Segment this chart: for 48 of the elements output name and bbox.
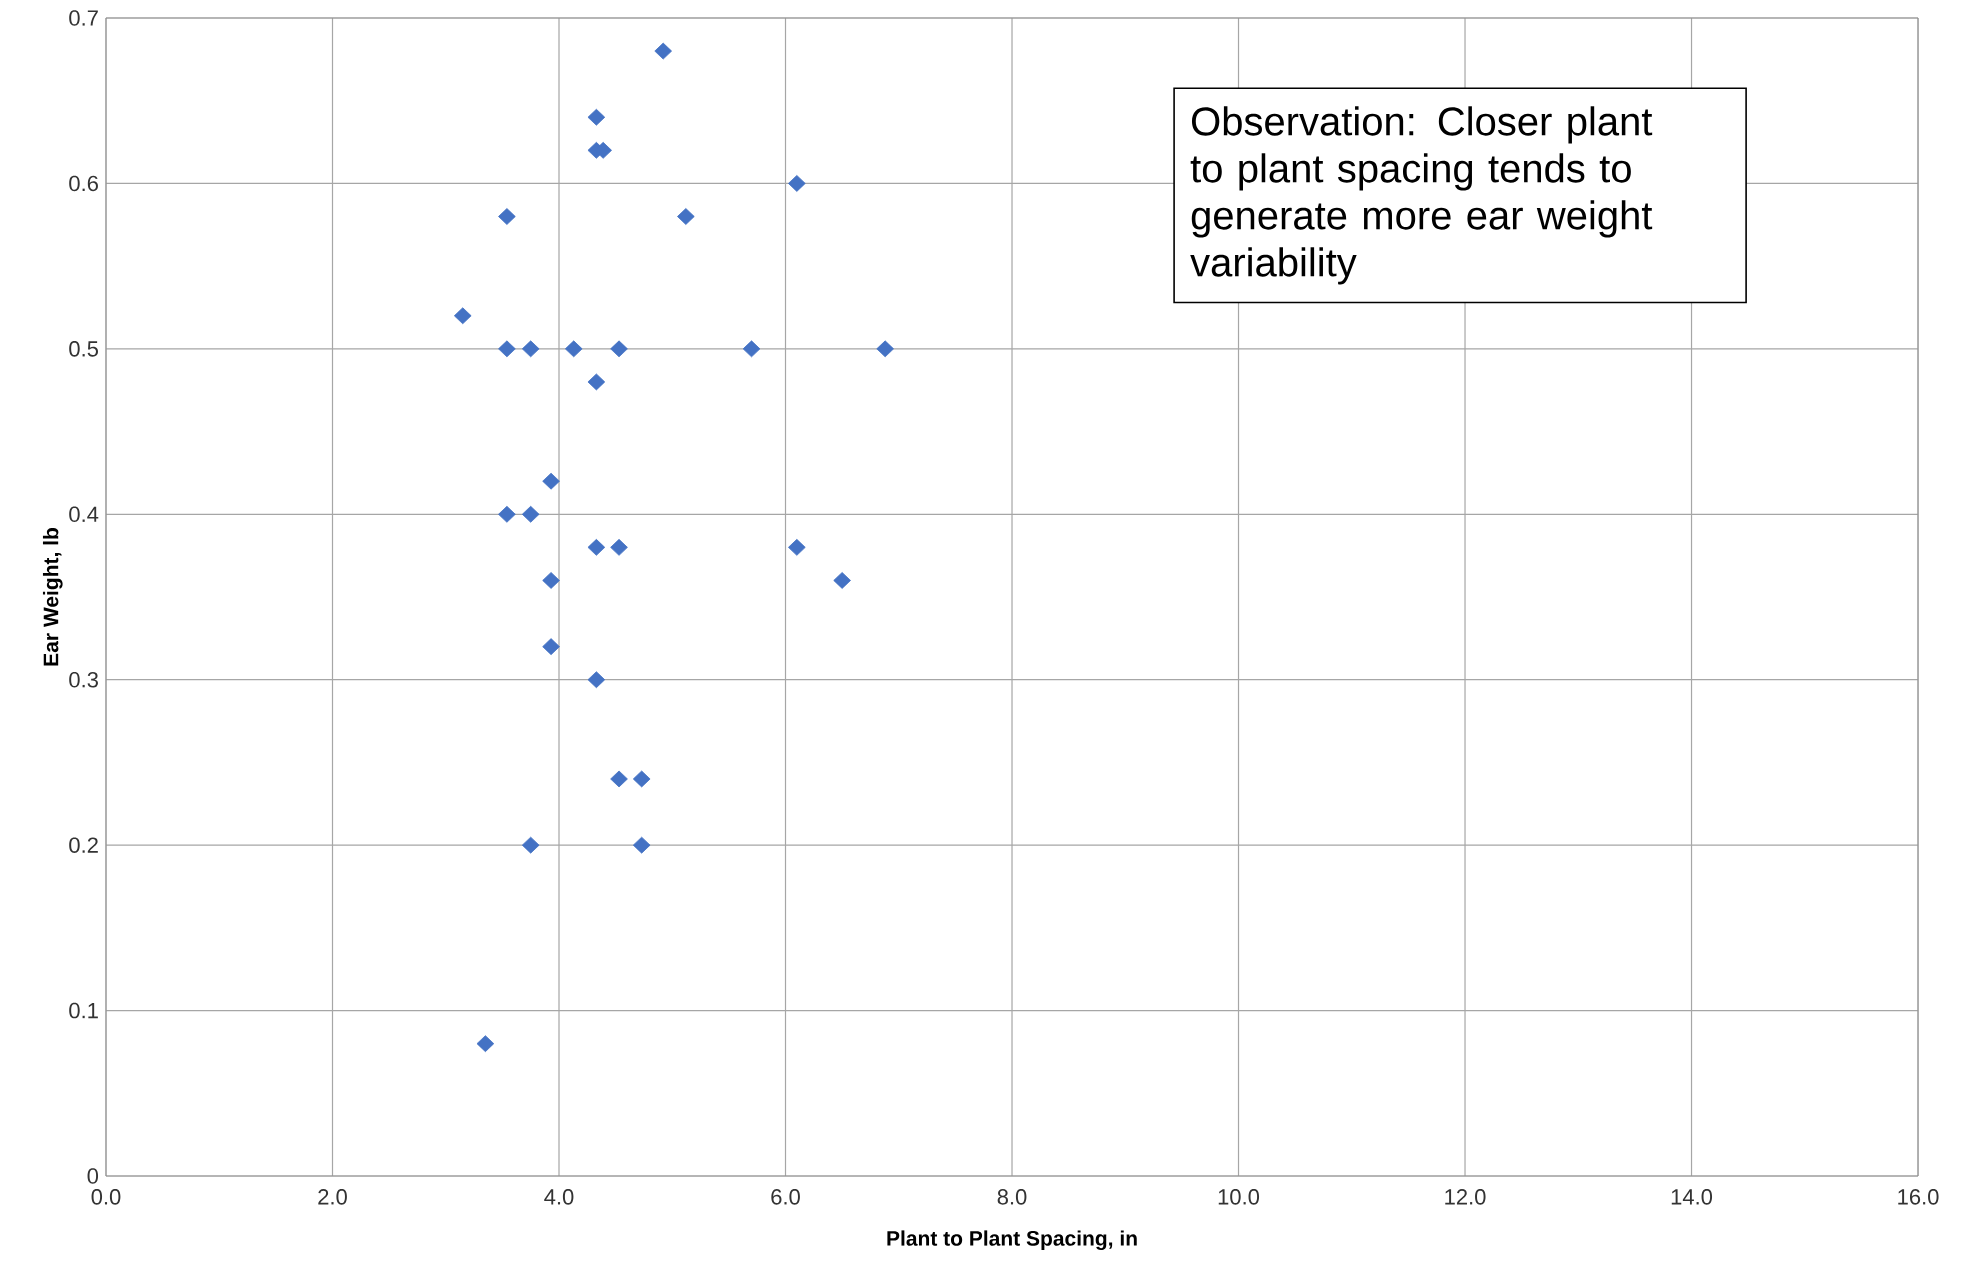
point — [788, 175, 806, 192]
point — [610, 770, 628, 788]
point — [876, 340, 894, 358]
point — [587, 671, 606, 689]
x-tick-label: 16.0 — [1898, 1189, 1939, 1205]
y-axis-title: Ear Weight, lb — [42, 528, 63, 666]
point — [610, 538, 628, 556]
x-tick-label: 6.0 — [771, 1189, 800, 1205]
y-tick-label: 0.2 — [69, 837, 98, 853]
point — [542, 472, 560, 490]
point — [476, 1035, 495, 1053]
x-tick-label: 4.0 — [544, 1189, 574, 1205]
y-tick-label: 0.6 — [69, 175, 98, 192]
x-tick-label: 14.0 — [1671, 1189, 1713, 1205]
point — [453, 307, 472, 325]
y-tick-label: 0.3 — [69, 671, 98, 688]
y-tick-label: 0.5 — [69, 341, 98, 357]
point — [542, 572, 560, 589]
y-tick-label: 0.7 — [69, 10, 98, 26]
point — [542, 638, 560, 656]
point — [677, 208, 695, 225]
point — [498, 208, 516, 225]
point — [564, 340, 583, 358]
x-tick-label: 2.0 — [318, 1189, 347, 1205]
point — [610, 340, 628, 358]
point — [498, 340, 516, 358]
point — [833, 572, 851, 589]
point — [788, 538, 806, 556]
point — [498, 505, 516, 523]
point — [742, 340, 761, 358]
x-tick-label: 8.0 — [997, 1189, 1027, 1205]
x-tick-label: 10.0 — [1218, 1189, 1260, 1205]
x-axis-title: Plant to Plant Spacing, in — [887, 1230, 1137, 1251]
point — [587, 538, 606, 556]
point — [587, 108, 606, 126]
point — [587, 373, 606, 391]
y-tick-label: 0.1 — [69, 1002, 98, 1019]
y-tick-label: 0.4 — [69, 506, 99, 523]
x-tick-label: 0.0 — [91, 1189, 121, 1205]
point — [521, 505, 540, 523]
point — [521, 340, 540, 358]
annotation: Observation: Closer plant to plant spacing tends to generate more ear weight variability — [1190, 106, 1653, 285]
y-tick-label: 0 — [87, 1168, 99, 1184]
point — [521, 836, 540, 854]
point — [632, 836, 651, 854]
x-tick-label: 12.0 — [1445, 1189, 1486, 1205]
point — [632, 770, 651, 788]
point — [654, 42, 672, 60]
